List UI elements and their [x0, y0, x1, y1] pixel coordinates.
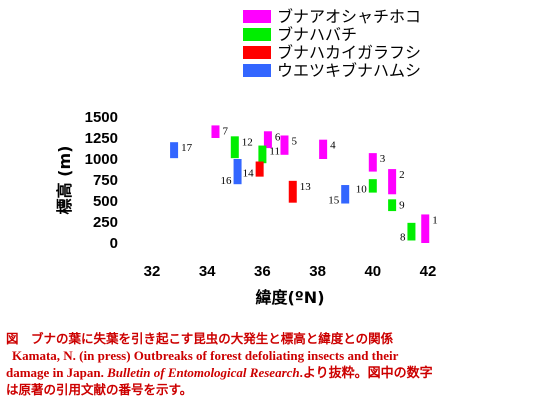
bar-label-15: 15	[328, 195, 340, 207]
range-bar-14	[255, 161, 264, 177]
bar-label-16: 16	[221, 175, 233, 187]
range-bar-6	[263, 131, 272, 149]
range-bar-7	[211, 125, 220, 138]
y-tick-label: 500	[93, 193, 118, 210]
range-bar-3	[368, 153, 377, 172]
bar-label-4: 4	[330, 140, 336, 152]
bar-label-8: 8	[400, 231, 406, 243]
range-bar-4	[319, 139, 328, 159]
range-bar-2	[388, 169, 397, 195]
y-tick-label: 250	[93, 214, 118, 231]
bar-label-6: 6	[275, 131, 281, 143]
caption-title: 図 ブナの葉に失葉を引き起こす昆虫の大発生と標高と緯度との関係	[6, 331, 394, 346]
range-bar-9	[388, 199, 397, 212]
figure-caption: 図 ブナの葉に失葉を引き起こす昆虫の大発生と標高と緯度との関係 Kamata, …	[6, 330, 536, 398]
caption-reference-line-2: damage in Japan. Bulletin of Entomologic…	[6, 364, 536, 381]
bar-label-2: 2	[399, 169, 405, 181]
bar-label-13: 13	[300, 181, 312, 193]
x-tick-label: 42	[420, 263, 437, 280]
legend-label-2: ブナハバチ	[277, 25, 357, 44]
range-bar-17	[170, 142, 179, 159]
caption-reference-authors: damage in Japan.	[6, 365, 108, 380]
range-bar-12	[230, 136, 239, 159]
bar-label-14: 14	[243, 168, 255, 180]
range-bar-1	[421, 214, 430, 243]
legend-label-4: ウエツキブナハムシ	[277, 61, 421, 80]
x-axis-ticks: 32 34 36 38 40 42	[144, 263, 437, 280]
range-bar-13	[288, 180, 297, 203]
bar-label-10: 10	[356, 184, 368, 196]
y-tick-label: 1500	[85, 109, 118, 126]
bar-label-12: 12	[242, 136, 253, 148]
range-bar-11	[258, 145, 267, 164]
y-tick-label: 1000	[85, 151, 118, 168]
bar-label-9: 9	[399, 199, 405, 211]
x-tick-label: 36	[254, 263, 271, 280]
bar-label-11: 11	[269, 146, 280, 158]
x-axis-title: 緯度(ºN)	[255, 288, 324, 307]
x-tick-label: 40	[364, 263, 381, 280]
bar-label-5: 5	[291, 135, 297, 147]
y-tick-label: 0	[110, 235, 118, 252]
bar-label-3: 3	[380, 153, 386, 165]
range-bar-10	[368, 179, 377, 193]
caption-journal-name: Bulletin of Entomological Research	[107, 365, 300, 380]
legend-swatch-3	[243, 46, 271, 59]
y-tick-label: 1250	[85, 130, 118, 147]
y-tick-label: 750	[93, 172, 118, 189]
legend-label-3: ブナハカイガラフシ	[277, 43, 421, 62]
range-bar-15	[341, 185, 350, 204]
x-tick-label: 38	[309, 263, 326, 280]
bar-label-7: 7	[222, 125, 228, 137]
caption-note-line-2: は原著の引用文献の番号を示す。	[6, 382, 193, 397]
caption-reference-line-1: Kamata, N. (in press) Outbreaks of fores…	[12, 348, 399, 363]
legend-swatch-1	[243, 10, 271, 23]
legend-swatch-4	[243, 64, 271, 77]
y-axis-title: 標高 (m)	[55, 146, 74, 215]
range-bar-5	[280, 135, 289, 155]
range-bar-8	[407, 222, 416, 241]
x-tick-label: 32	[144, 263, 161, 280]
legend-label-1: ブナアオシャチホコ	[277, 7, 421, 26]
legend-swatch-2	[243, 28, 271, 41]
y-axis-ticks: 0 250 500 750 1000 1250 1500	[85, 109, 118, 252]
bar-label-17: 17	[181, 142, 193, 154]
caption-note: .より抜粋。図中の数字	[299, 365, 433, 380]
bar-label-1: 1	[432, 214, 438, 226]
x-tick-label: 34	[199, 263, 216, 280]
range-bar-16	[233, 159, 242, 185]
